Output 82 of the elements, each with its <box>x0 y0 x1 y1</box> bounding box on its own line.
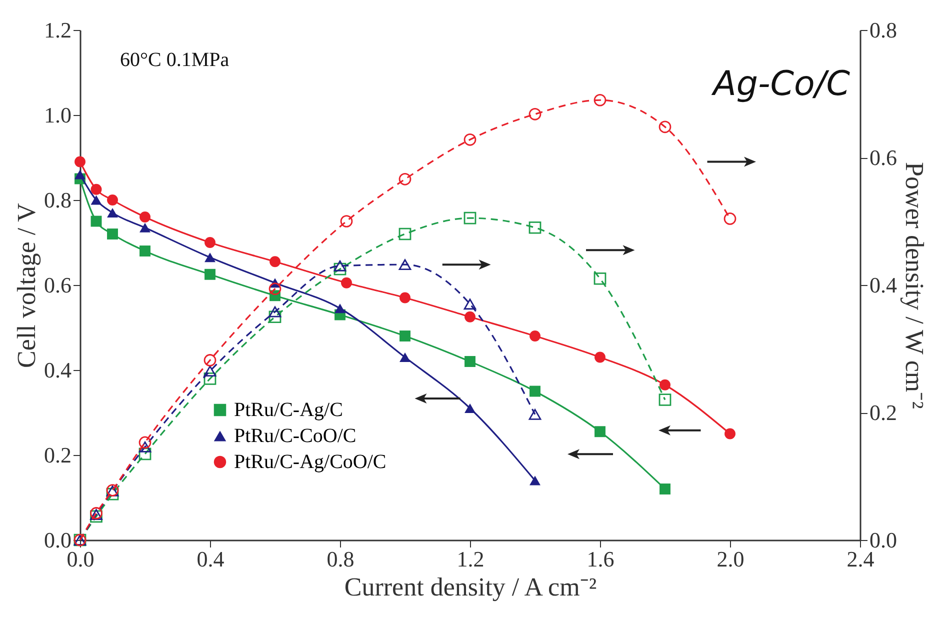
point <box>594 426 606 438</box>
point <box>340 215 353 228</box>
point <box>204 237 216 248</box>
point <box>594 352 606 363</box>
point <box>107 228 118 240</box>
point <box>270 256 280 268</box>
point <box>660 379 670 390</box>
legend-label: PtRu/C-CoO/C <box>234 425 356 447</box>
point <box>107 194 118 206</box>
x-tick-label: 1.6 <box>586 546 614 572</box>
point <box>724 428 736 440</box>
point <box>138 436 152 449</box>
point <box>74 170 86 180</box>
point <box>400 292 410 304</box>
point <box>398 173 412 186</box>
y2-axis-title: Power density / W cm⁻² <box>900 162 929 410</box>
x-tick-label: 0.4 <box>196 546 224 572</box>
point <box>90 510 102 523</box>
point <box>464 212 476 224</box>
point <box>90 216 102 227</box>
y-tick-label: 1.2 <box>44 18 72 42</box>
point <box>74 156 86 168</box>
legend-label: PtRu/C-Ag/C <box>234 399 343 421</box>
point <box>140 222 150 232</box>
point <box>334 304 346 314</box>
y2-tick-label: 0.6 <box>870 145 897 170</box>
point <box>204 372 216 385</box>
point <box>268 310 282 324</box>
point <box>140 246 150 256</box>
point <box>464 404 476 413</box>
point <box>140 212 150 222</box>
x-tick-label: 0.8 <box>326 546 354 572</box>
point <box>594 94 606 106</box>
point <box>400 330 410 342</box>
point <box>594 272 606 285</box>
point <box>400 352 410 362</box>
x-tick-label: 2.0 <box>716 546 744 572</box>
annotation: 60°C 0.1MPa <box>120 49 230 71</box>
point <box>106 488 119 500</box>
y-tick-label: 0.2 <box>44 442 72 468</box>
point <box>528 221 542 234</box>
point <box>138 448 152 460</box>
y-tick-label: 0.4 <box>44 358 72 382</box>
point <box>530 386 540 397</box>
point <box>90 195 102 205</box>
y-tick-label: 0.8 <box>44 188 72 212</box>
y-tick-label: 0.6 <box>44 272 72 298</box>
point <box>658 120 672 134</box>
y-tick-label: 1.0 <box>44 102 72 128</box>
point <box>464 133 476 146</box>
point <box>528 408 542 420</box>
point <box>660 484 670 494</box>
y2-tick-label: 0.4 <box>870 272 897 298</box>
point <box>398 259 412 270</box>
point <box>658 394 672 406</box>
point <box>530 476 540 486</box>
point <box>464 311 476 322</box>
x-axis-title: Current density / A cm⁻² <box>344 572 597 602</box>
point <box>528 108 542 120</box>
x-tick-label: 1.2 <box>456 546 484 572</box>
point <box>341 277 352 288</box>
y2-tick-label: 0.8 <box>870 18 897 42</box>
point <box>138 441 152 452</box>
point <box>334 260 346 272</box>
point <box>530 330 540 342</box>
point <box>204 366 216 377</box>
point <box>268 306 282 318</box>
point <box>334 262 346 276</box>
point <box>464 298 476 310</box>
point <box>398 228 412 240</box>
point <box>204 252 216 262</box>
y2-tick-label: 0.2 <box>870 400 897 425</box>
annotation: Ag-Co/C <box>711 64 850 104</box>
point <box>204 268 216 280</box>
point <box>464 356 476 367</box>
point <box>268 282 282 295</box>
point <box>204 354 216 366</box>
point <box>724 212 736 225</box>
legend-label: PtRu/C-Ag/CoO/C <box>234 451 386 473</box>
point <box>90 184 102 195</box>
y-axis-title: Cell voltage / V <box>12 202 41 368</box>
point <box>107 208 118 218</box>
